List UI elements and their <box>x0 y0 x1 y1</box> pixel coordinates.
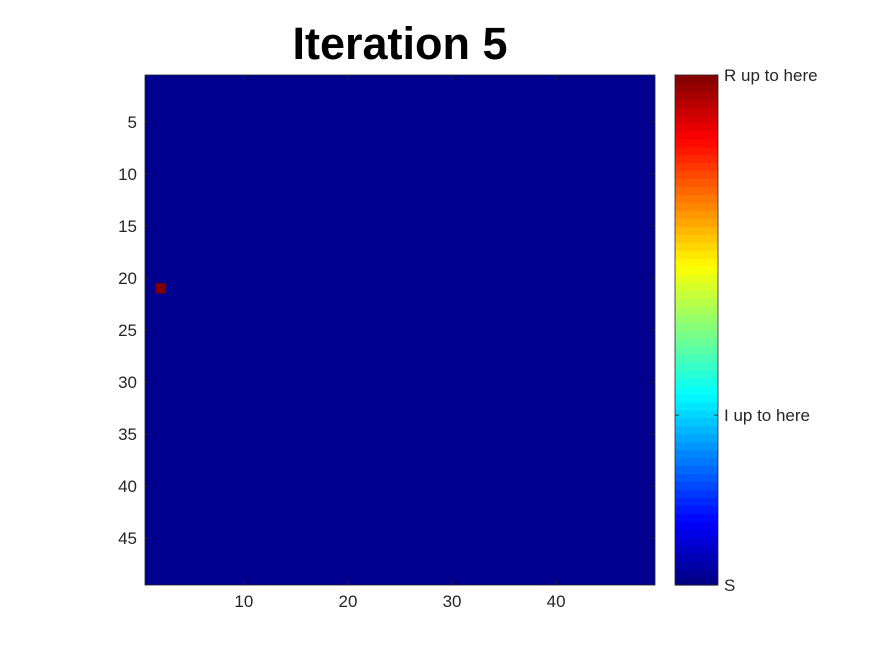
colorbar-segment <box>675 553 718 562</box>
colorbar-segment <box>675 186 718 196</box>
colorbar-segment <box>675 258 718 267</box>
colorbar-segment <box>675 385 718 395</box>
colorbar-segment <box>675 481 718 490</box>
colorbar-segment <box>675 146 718 156</box>
colorbar-segment <box>675 130 718 140</box>
colorbar-segment <box>675 75 718 84</box>
colorbar-segment <box>675 465 718 475</box>
x-axis: 10 20 30 40 <box>234 75 566 611</box>
colorbar-segment <box>675 425 718 435</box>
y-tick-label: 20 <box>118 269 137 288</box>
colorbar-segment <box>675 322 718 331</box>
colorbar-segment <box>675 106 718 116</box>
x-tick-label: 20 <box>338 592 357 611</box>
colorbar-segment <box>675 82 718 92</box>
colorbar-segment <box>675 330 718 339</box>
colorbar-segment <box>675 282 718 291</box>
colorbar-segment <box>675 337 718 347</box>
colorbar-tick-label: I up to here <box>724 406 810 425</box>
colorbar-segment <box>675 393 718 403</box>
colorbar-segment <box>675 98 718 108</box>
colorbar-segment <box>675 577 718 586</box>
colorbar-segment <box>675 306 718 315</box>
colorbar-segment <box>675 505 718 514</box>
heatmap-cell <box>155 283 166 294</box>
colorbar-tick-label: S <box>724 576 735 595</box>
plot-area <box>144 74 656 586</box>
colorbar-segment <box>675 353 718 363</box>
colorbar-segment <box>675 513 718 522</box>
colorbar-segment <box>675 361 718 371</box>
colorbar-segment <box>675 90 718 100</box>
colorbar-segment <box>675 178 718 188</box>
colorbar-segment <box>675 545 718 554</box>
y-tick-label: 35 <box>118 425 137 444</box>
colorbar-segment <box>675 409 718 419</box>
colorbar-segment <box>675 489 718 498</box>
heatmap-background <box>145 75 655 585</box>
colorbar-segment <box>675 242 718 251</box>
colorbar-border <box>674 74 719 586</box>
y-tick-label: 25 <box>118 321 137 340</box>
colorbar-segment <box>675 529 718 538</box>
y-tick-label: 5 <box>128 113 137 132</box>
x-tick-label: 30 <box>443 592 462 611</box>
y-tick-label: 30 <box>118 373 137 392</box>
colorbar-segment <box>675 298 718 307</box>
colorbar-segment <box>675 154 718 164</box>
colorbar-segment <box>675 314 718 323</box>
colorbar-segment <box>675 122 718 132</box>
colorbar: S I up to here R up to here <box>674 66 818 595</box>
colorbar-segment <box>675 218 718 228</box>
colorbar-segment <box>675 345 718 355</box>
colorbar-segment <box>675 202 718 212</box>
colorbar-segment <box>675 569 718 578</box>
colorbar-segment <box>675 457 718 467</box>
chart-title: Iteration 5 <box>292 18 507 69</box>
colorbar-segment <box>675 210 718 220</box>
colorbar-segment <box>675 401 718 411</box>
colorbar-segment <box>675 417 718 427</box>
colorbar-segment <box>675 377 718 387</box>
colorbar-segment <box>675 369 718 379</box>
colorbar-segment <box>675 274 718 283</box>
y-tick-label: 45 <box>118 529 137 548</box>
y-tick-label: 40 <box>118 477 137 496</box>
colorbar-segment <box>675 497 718 506</box>
colorbar-segment <box>675 162 718 172</box>
colorbar-segment <box>675 449 718 459</box>
colorbar-segment <box>675 266 718 275</box>
colorbar-segment <box>675 194 718 204</box>
colorbar-segment <box>675 473 718 483</box>
colorbar-segment <box>675 290 718 299</box>
colorbar-segment <box>675 521 718 530</box>
x-tick-label: 10 <box>234 592 253 611</box>
colorbar-segment <box>675 537 718 546</box>
colorbar-segment <box>675 138 718 148</box>
colorbar-segment <box>675 250 718 259</box>
colorbar-segment <box>675 234 718 243</box>
colorbar-segment <box>675 114 718 124</box>
colorbar-tick-label: R up to here <box>724 66 818 85</box>
colorbar-segment <box>675 561 718 570</box>
y-tick-label: 10 <box>118 165 137 184</box>
colorbar-segment <box>675 441 718 451</box>
y-axis: 5 10 15 20 25 30 35 40 45 <box>118 113 655 548</box>
y-tick-label: 15 <box>118 217 137 236</box>
colorbar-segment <box>675 433 718 443</box>
colorbar-segment <box>675 226 718 235</box>
x-tick-label: 40 <box>547 592 566 611</box>
colorbar-segment <box>675 170 718 180</box>
